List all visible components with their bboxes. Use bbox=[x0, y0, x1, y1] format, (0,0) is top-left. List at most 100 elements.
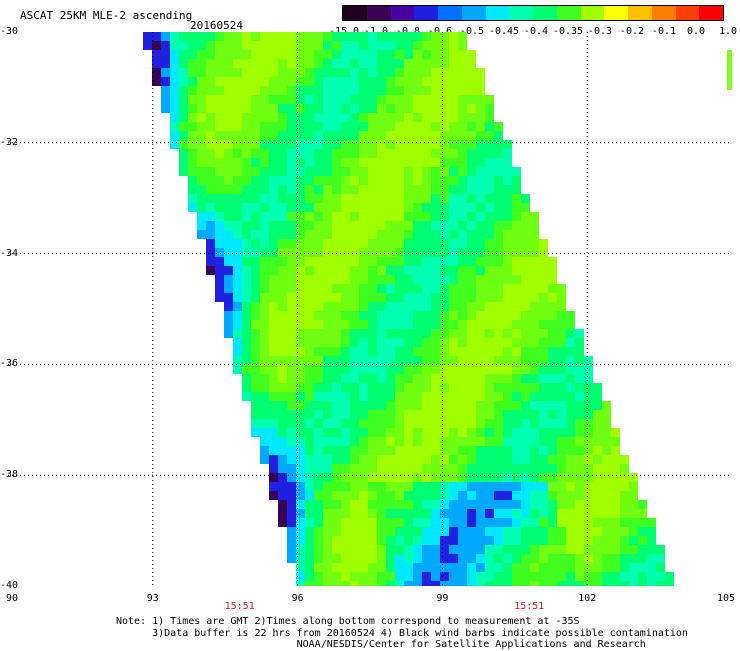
swath-cell bbox=[440, 410, 449, 419]
swath-cell bbox=[476, 374, 485, 383]
swath-cell bbox=[440, 50, 449, 59]
swath-cell bbox=[287, 419, 296, 428]
swath-cell bbox=[296, 482, 305, 491]
swath-cell bbox=[449, 221, 458, 230]
swath-cell bbox=[449, 284, 458, 293]
swath-cell bbox=[539, 257, 548, 266]
swath-cell bbox=[386, 545, 395, 554]
swath-cell bbox=[467, 536, 476, 545]
swath-cell bbox=[449, 446, 458, 455]
swath-cell bbox=[350, 392, 359, 401]
swath-cell bbox=[404, 563, 413, 572]
swath-cell bbox=[368, 293, 377, 302]
swath-cell bbox=[260, 239, 269, 248]
swath-cell bbox=[449, 347, 458, 356]
swath-cell bbox=[197, 230, 206, 239]
swath-cell bbox=[341, 473, 350, 482]
swath-cell bbox=[323, 401, 332, 410]
swath-cell bbox=[296, 446, 305, 455]
swath-cell bbox=[305, 464, 314, 473]
swath-cell bbox=[494, 320, 503, 329]
swath-cell bbox=[332, 410, 341, 419]
swath-cell bbox=[386, 122, 395, 131]
swath-cell bbox=[422, 329, 431, 338]
swath-cell bbox=[296, 329, 305, 338]
swath-cell bbox=[251, 59, 260, 68]
swath-cell bbox=[431, 203, 440, 212]
swath-cell bbox=[278, 131, 287, 140]
swath-cell bbox=[521, 437, 530, 446]
swath-cell bbox=[197, 149, 206, 158]
swath-cell bbox=[278, 176, 287, 185]
swath-cell bbox=[332, 131, 341, 140]
swath-cell bbox=[224, 329, 233, 338]
swath-cell bbox=[467, 446, 476, 455]
swath-cell bbox=[197, 131, 206, 140]
swath-cell bbox=[260, 77, 269, 86]
swath-cell bbox=[386, 140, 395, 149]
swath-cell bbox=[332, 248, 341, 257]
swath-cell bbox=[251, 302, 260, 311]
swath-cell bbox=[512, 374, 521, 383]
swath-cell bbox=[467, 392, 476, 401]
swath-cell bbox=[332, 212, 341, 221]
swath-cell bbox=[476, 428, 485, 437]
swath-cell bbox=[530, 248, 539, 257]
swath-cell bbox=[485, 374, 494, 383]
swath-cell bbox=[548, 428, 557, 437]
swath-cell bbox=[449, 41, 458, 50]
swath-cell bbox=[431, 275, 440, 284]
swath-cell bbox=[485, 446, 494, 455]
swath-cell bbox=[287, 347, 296, 356]
swath-cell bbox=[269, 356, 278, 365]
swath-cell bbox=[314, 131, 323, 140]
swath-cell bbox=[233, 320, 242, 329]
swath-cell bbox=[323, 572, 332, 581]
swath-cell bbox=[584, 437, 593, 446]
swath-cell bbox=[332, 185, 341, 194]
swath-cell bbox=[314, 212, 323, 221]
swath-cell bbox=[224, 77, 233, 86]
swath-cell bbox=[431, 50, 440, 59]
swath-cell bbox=[260, 158, 269, 167]
swath-cell bbox=[422, 320, 431, 329]
swath-cell bbox=[503, 419, 512, 428]
swath-cell bbox=[350, 113, 359, 122]
swath-cell bbox=[449, 149, 458, 158]
swath-cell bbox=[413, 176, 422, 185]
swath-cell bbox=[278, 104, 287, 113]
swath-cell bbox=[368, 239, 377, 248]
swath-cell bbox=[287, 518, 296, 527]
swath-cell bbox=[197, 167, 206, 176]
swath-cell bbox=[521, 239, 530, 248]
swath-cell bbox=[314, 167, 323, 176]
swath-cell bbox=[494, 437, 503, 446]
swath-cell bbox=[440, 248, 449, 257]
swath-cell bbox=[413, 212, 422, 221]
colorbar-label: -0.35 bbox=[552, 26, 584, 37]
swath-cell bbox=[287, 527, 296, 536]
swath-cell bbox=[350, 266, 359, 275]
swath-cell bbox=[242, 59, 251, 68]
swath-cell bbox=[449, 509, 458, 518]
swath-cell bbox=[314, 185, 323, 194]
swath-cell bbox=[512, 509, 521, 518]
swath-cell bbox=[260, 266, 269, 275]
swath-cell bbox=[557, 491, 566, 500]
swath-cell bbox=[296, 410, 305, 419]
swath-cell bbox=[395, 50, 404, 59]
swath-cell bbox=[269, 95, 278, 104]
swath-cell bbox=[368, 230, 377, 239]
swath-cell bbox=[242, 257, 251, 266]
swath-cell bbox=[422, 356, 431, 365]
swath-cell bbox=[368, 545, 377, 554]
swath-cell bbox=[413, 437, 422, 446]
swath-cell bbox=[476, 311, 485, 320]
swath-cell bbox=[224, 68, 233, 77]
swath-cell bbox=[287, 185, 296, 194]
swath-cell bbox=[557, 284, 566, 293]
swath-cell bbox=[557, 563, 566, 572]
swath-cell bbox=[314, 491, 323, 500]
swath-cell bbox=[332, 203, 341, 212]
swath-cell bbox=[395, 482, 404, 491]
